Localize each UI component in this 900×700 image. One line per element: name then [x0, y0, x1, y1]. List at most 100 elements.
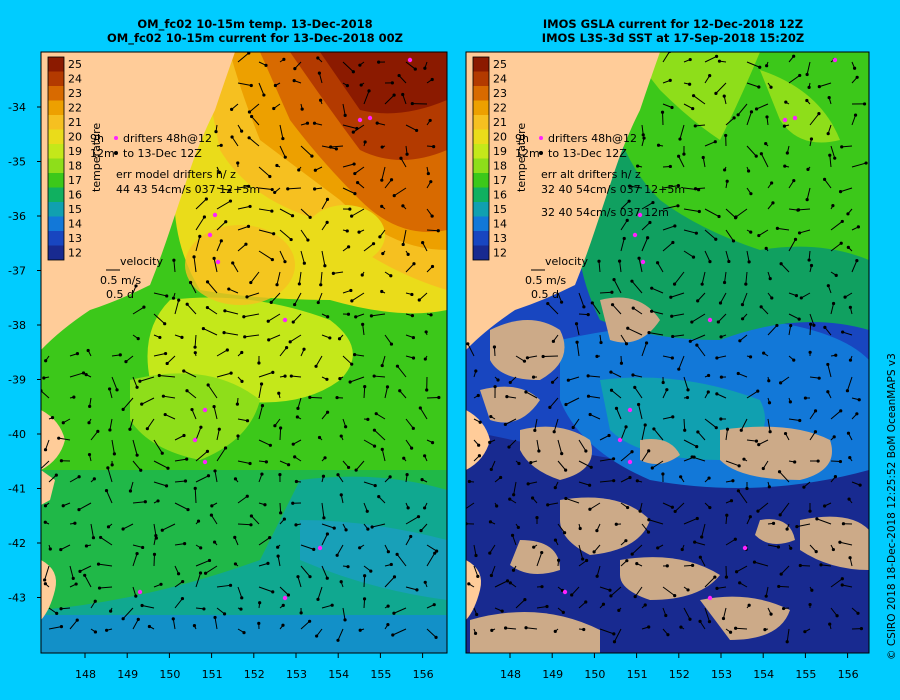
left-current-vector-head	[372, 444, 377, 448]
right-current-vector-head	[500, 609, 504, 613]
left-current-vector	[153, 481, 167, 487]
left-current-vector	[129, 418, 134, 430]
left-current-vector-head	[409, 534, 413, 539]
left-current-vector-head	[128, 427, 132, 431]
left-current-vector	[69, 565, 74, 579]
right-current-vector-head	[803, 396, 808, 400]
left-current-vector-head	[389, 178, 394, 182]
right-current-vector-head	[734, 626, 738, 630]
left-current-vector-head	[270, 187, 274, 192]
left-current-vector-head	[380, 178, 384, 182]
left-current-vector-head	[212, 540, 217, 544]
right-current-vector	[694, 541, 706, 546]
right-colorbar-tick: 16	[493, 189, 507, 202]
left-current-vector	[363, 90, 370, 105]
left-current-vector	[300, 620, 310, 630]
left-current-vector	[111, 439, 115, 454]
left-current-vector-head	[283, 260, 287, 264]
left-current-vector-head	[281, 136, 285, 141]
left-current-vector-head	[353, 192, 357, 196]
right-current-vector	[631, 544, 643, 555]
right-current-vector	[697, 431, 706, 441]
right-current-vector-head	[499, 475, 503, 480]
right-current-vector	[724, 271, 727, 283]
left-current-vector	[291, 375, 302, 378]
right-current-vector-head	[729, 499, 734, 503]
right-current-vector-head	[706, 390, 710, 394]
right-current-vector-head	[770, 181, 774, 185]
left-current-vector-head	[316, 597, 320, 601]
left-current-vector	[397, 365, 407, 378]
right-current-vector	[704, 208, 720, 217]
left-current-vector-head	[395, 364, 400, 368]
left-current-vector-head	[385, 385, 390, 389]
left-current-vector	[405, 536, 412, 546]
left-current-vector	[172, 618, 176, 630]
left-current-vector	[300, 565, 311, 577]
latitude-label: -36	[8, 210, 26, 223]
right-current-vector-head	[707, 476, 711, 480]
right-current-vector-head	[655, 261, 660, 265]
right-current-vector	[620, 238, 625, 252]
right-err-line: err alt drifters h/ z	[541, 168, 641, 181]
right-current-vector	[576, 342, 580, 357]
right-current-vector	[725, 250, 730, 262]
right-current-vector-head	[708, 506, 712, 510]
right-current-vector-head	[535, 516, 539, 520]
right-current-vector	[683, 376, 689, 390]
right-current-vector	[819, 82, 832, 88]
right-current-vector-head	[708, 260, 712, 264]
right-current-vector-head	[733, 537, 737, 541]
left-panel-title: OM_fc02 10-15m temp. 13-Dec-2018 OM_fc02…	[105, 17, 405, 45]
left-current-vector-head	[260, 403, 265, 408]
right-current-vector	[578, 544, 584, 560]
left-current-vector-head	[38, 468, 41, 471]
left-current-vector-head	[299, 611, 303, 615]
left-current-vector-head	[229, 371, 233, 375]
left-current-vector	[392, 628, 407, 636]
right-current-vector-head	[769, 85, 773, 89]
left-current-vector-head	[242, 631, 246, 635]
left-current-vector-head	[273, 83, 278, 88]
right-current-vector-head	[647, 449, 651, 453]
left-current-vector-head	[292, 79, 296, 83]
left-current-vector-head	[423, 454, 427, 458]
left-current-vector	[277, 556, 281, 567]
right-colorbar-swatch	[473, 86, 489, 101]
left-current-vector	[330, 145, 344, 148]
right-current-vector	[467, 343, 475, 357]
right-current-vector	[779, 502, 790, 516]
right-current-vector-head	[846, 431, 851, 435]
left-current-vector	[146, 418, 155, 429]
left-current-vector	[321, 523, 335, 529]
right-current-vector	[780, 565, 790, 575]
left-current-vector	[237, 586, 243, 598]
left-current-vector	[405, 516, 419, 525]
left-current-vector-head	[302, 347, 306, 351]
right-current-vector-head	[734, 215, 738, 219]
left-current-vector-head	[406, 506, 410, 510]
left-current-vector-head	[223, 446, 228, 450]
right-current-vector	[851, 260, 858, 273]
right-current-vector-head	[551, 339, 556, 343]
left-current-vector-head	[222, 331, 226, 335]
left-current-vector-head	[136, 337, 140, 341]
left-current-vector-head	[293, 66, 297, 71]
left-current-vector	[405, 61, 416, 70]
left-current-vector-head	[281, 623, 285, 627]
left-current-vector-head	[75, 618, 79, 622]
right-current-vector-head	[747, 260, 751, 264]
left-current-vector-head	[302, 261, 306, 265]
right-current-vector-head	[625, 218, 629, 222]
right-current-vector	[651, 310, 664, 315]
right-current-vector	[610, 586, 622, 597]
right-current-vector-head	[785, 640, 789, 644]
right-current-vector	[746, 111, 752, 126]
left-current-vector	[426, 552, 436, 567]
left-current-vector	[141, 605, 155, 609]
left-current-vector-head	[73, 521, 77, 525]
right-current-vector	[778, 585, 790, 588]
latitude-label: -37	[8, 265, 26, 278]
left-current-vector-head	[134, 284, 138, 288]
left-current-vector-head	[108, 428, 112, 432]
